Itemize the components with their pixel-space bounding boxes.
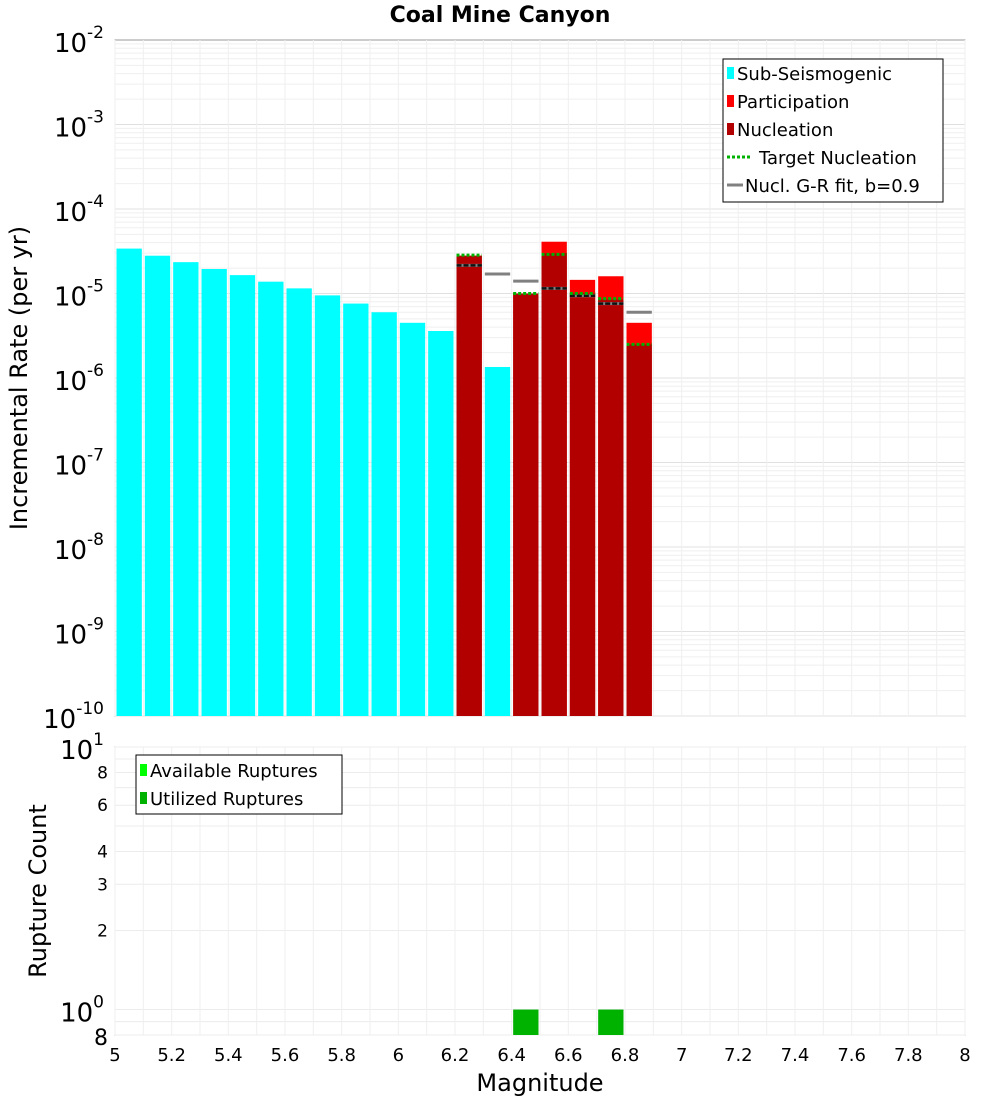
legend-entry-utilized-ruptures-label: Utilized Ruptures [150, 789, 303, 810]
x-tick-label: 6 [393, 1045, 404, 1066]
nucleation-bar [598, 299, 624, 716]
sub-seismogenic-bar [229, 275, 256, 716]
x-tick-label: 5 [109, 1045, 120, 1066]
count-y-axis-label: Rupture Count [24, 804, 52, 978]
nucleation-bar [513, 293, 539, 716]
rate-y-axis-label: Incremental Rate (per yr) [5, 226, 33, 530]
sub-seismogenic-bar [258, 281, 284, 716]
rate-y-tick-label: 10-9 [54, 615, 104, 651]
x-axis-label: Magnitude [476, 1069, 603, 1097]
rate-y-tick-label: 10-8 [54, 530, 104, 566]
x-tick-label: 7.4 [781, 1045, 810, 1066]
count-bars [513, 1009, 624, 1035]
legend-entry-nucl-g-r-fit-b-0-9-label: Nucl. G-R fit, b=0.9 [745, 176, 920, 197]
count-y-tick-label: 2 [97, 922, 108, 942]
sub-seismogenic-bar [371, 312, 397, 716]
x-tick-label: 5.6 [271, 1045, 300, 1066]
sub-seismogenic-bar [428, 330, 454, 716]
rate-legend-box [722, 58, 944, 203]
count-y-tick-label: 8 [94, 1026, 108, 1051]
sub-seismogenic-bar [144, 255, 171, 716]
x-tick-label: 7.2 [724, 1045, 753, 1066]
rate-y-tick-label: 10-3 [54, 108, 104, 144]
count-y-tick-label: 4 [97, 842, 108, 862]
x-tick-label: 6.8 [611, 1045, 640, 1066]
count-y-tick-label: 6 [97, 796, 108, 816]
nucleation-bar [569, 293, 596, 716]
legend-entry-nucleation-label: Nucleation [737, 120, 833, 141]
x-tick-label: 8 [959, 1045, 970, 1066]
legend-entry-nucleation-swatch [727, 123, 734, 135]
sub-seismogenic-bar [314, 295, 341, 716]
rate-y-tick-label: 10-6 [54, 361, 104, 397]
nucleation-bar [626, 344, 652, 716]
legend-entry-available-ruptures-label: Available Ruptures [150, 761, 318, 782]
x-tick-label: 7.6 [837, 1045, 866, 1066]
x-tick-label: 5.4 [214, 1045, 243, 1066]
x-tick-label: 7 [676, 1045, 687, 1066]
legend-entry-participation-swatch [727, 95, 734, 107]
rate-legend: Sub-Seismogenic Participation Nucleation Ta… [722, 58, 944, 203]
sub-seismogenic-bar [201, 268, 227, 716]
nucleation-bar [456, 255, 482, 716]
x-tick-label: 6.2 [441, 1045, 470, 1066]
utilized-ruptures-bar [598, 1009, 624, 1035]
utilized-ruptures-bar [513, 1009, 539, 1035]
legend-entry-sub-seismogenic-label: Sub-Seismogenic [737, 64, 892, 85]
nucleation-bar [541, 253, 567, 716]
count-y-tick-label: 100 [60, 993, 104, 1029]
sub-seismogenic-bar [286, 288, 312, 716]
x-tick-label: 6.4 [497, 1045, 526, 1066]
rate-y-tick-label: 10-5 [54, 277, 104, 313]
x-tick-label: 5.2 [157, 1045, 186, 1066]
rate-y-tick-label: 10-7 [54, 446, 104, 482]
count-y-tick-label: 3 [97, 875, 108, 895]
count-legend: Available Ruptures Utilized Ruptures [135, 754, 343, 815]
sub-seismogenic-bar [343, 303, 369, 716]
sub-seismogenic-bar [116, 248, 142, 716]
x-tick-label: 7.8 [894, 1045, 923, 1066]
chart-title: Coal Mine Canyon [390, 3, 611, 28]
legend-entry-utilized-ruptures-swatch [140, 792, 147, 804]
rate-y-tick-label: 10-10 [43, 699, 104, 735]
count-y-tick-label: 8 [97, 763, 108, 783]
rate-y-tick-labels: 10-10 10-9 10-8 10-7 10-6 10-5 10-4 10-3 10-2 [43, 23, 104, 735]
legend-entry-available-ruptures-swatch [140, 764, 147, 776]
sub-seismogenic-bar [399, 322, 426, 716]
legend-entry-sub-seismogenic-swatch [727, 67, 734, 79]
rate-line-markers [456, 252, 652, 346]
legend-entry-participation-label: Participation [737, 92, 849, 113]
rate-y-tick-label: 10-4 [54, 192, 104, 228]
sub-seismogenic-bar [173, 262, 199, 716]
count-legend-box [135, 754, 343, 815]
rate-y-tick-label: 10-2 [54, 23, 104, 59]
x-tick-labels: 5 5.2 5.4 5.6 5.8 6 6.2 6.4 6.6 6.8 7 7.2 7.4 7.6 7.8 8 [109, 1045, 970, 1066]
legend-entry-target-nucleation-label: Target Nucleation [758, 148, 917, 169]
sub-seismogenic-bar [484, 366, 511, 716]
rate-panel: 10-10 10-9 10-8 10-7 10-6 10-5 10-4 10-3 10-2 In… [5, 23, 966, 735]
count-y-tick-label: 101 [60, 730, 104, 766]
rate-bars [116, 241, 652, 716]
x-tick-label: 5.8 [327, 1045, 356, 1066]
x-tick-label: 6.6 [554, 1045, 583, 1066]
